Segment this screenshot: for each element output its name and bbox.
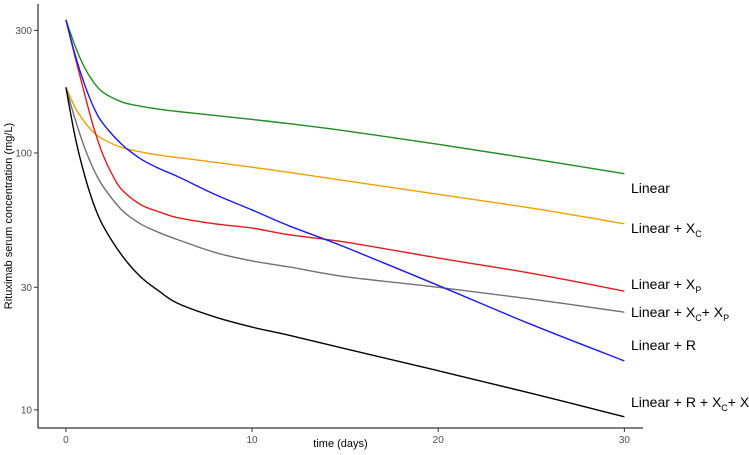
series-line bbox=[65, 19, 625, 292]
series-line bbox=[65, 87, 625, 225]
series-line bbox=[65, 19, 625, 175]
y-tick-label: 300 bbox=[15, 26, 32, 37]
x-tick-label: 30 bbox=[619, 435, 631, 446]
x-tick-label: 10 bbox=[247, 435, 259, 446]
x-tick-label: 20 bbox=[433, 435, 445, 446]
x-tick-label: 0 bbox=[63, 435, 69, 446]
series-label: Linear + XP bbox=[631, 276, 701, 295]
series-label: Linear bbox=[631, 180, 670, 196]
series-label: Linear + R bbox=[631, 337, 696, 353]
y-axis-title: Rituximab serum concentration (mg/L) bbox=[3, 123, 15, 309]
x-axis-title: time (days) bbox=[313, 438, 367, 450]
series-label: Linear + XC bbox=[631, 220, 702, 239]
y-tick-label: 30 bbox=[21, 283, 33, 294]
series-labels: Linear Linear + XC Linear + XP Linear + XC+… bbox=[631, 180, 749, 413]
series-label: Linear + R + XC+ XP bbox=[631, 394, 749, 413]
series-line bbox=[65, 87, 625, 313]
series-line bbox=[65, 19, 625, 362]
series-label: Linear + XC+ XP bbox=[631, 304, 729, 323]
y-tick-label: 100 bbox=[15, 148, 32, 159]
axes bbox=[37, 4, 643, 429]
series-line bbox=[65, 87, 625, 418]
y-tick-label: 10 bbox=[21, 405, 33, 416]
axis-ticks: 0 10 20 30 10 30 100 300 bbox=[15, 26, 630, 446]
series-lines bbox=[65, 19, 625, 418]
